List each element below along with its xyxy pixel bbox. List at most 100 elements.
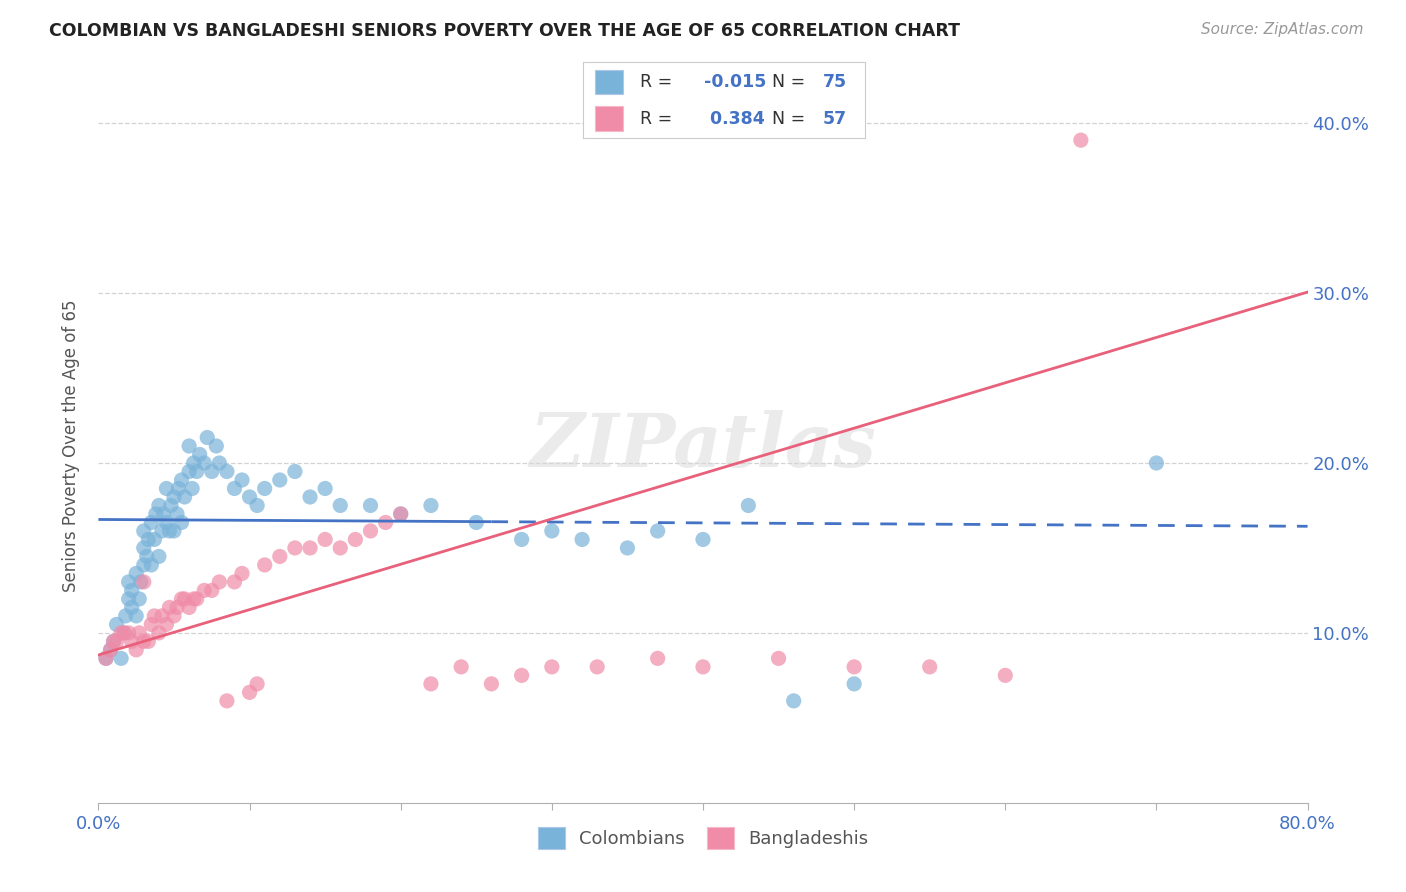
Point (179, 465, 201, 479)
Point (314, 533, 336, 547)
Point (155, 617, 177, 632)
Legend: Colombians, Bangladeshis: Colombians, Bangladeshis (529, 818, 877, 858)
Point (170, 473, 193, 487)
Point (148, 499, 170, 513)
Point (183, 591, 205, 606)
Point (167, 482, 190, 496)
Point (205, 439, 228, 453)
Point (246, 677, 269, 691)
Text: 57: 57 (823, 110, 846, 128)
Point (186, 465, 208, 479)
Point (510, 668, 533, 682)
Point (132, 634, 155, 648)
Point (145, 507, 167, 521)
Point (132, 524, 155, 538)
Point (299, 490, 322, 504)
Point (737, 499, 759, 513)
Point (132, 574, 155, 589)
Point (110, 651, 132, 665)
Point (195, 430, 218, 444)
Point (118, 574, 141, 589)
Point (163, 490, 186, 504)
Point (201, 583, 224, 598)
Point (540, 660, 562, 674)
Point (344, 533, 367, 547)
Point (136, 634, 159, 648)
Text: ZIPatlas: ZIPatlas (530, 409, 876, 483)
Point (253, 482, 276, 496)
Text: 75: 75 (823, 73, 846, 91)
Point (450, 660, 472, 674)
Point (103, 634, 125, 648)
Point (269, 473, 291, 487)
Text: 0.384: 0.384 (704, 110, 765, 128)
Point (112, 626, 135, 640)
Point (94, 651, 117, 665)
Point (163, 608, 186, 623)
Point (299, 541, 322, 555)
Point (540, 524, 562, 538)
Point (193, 456, 215, 470)
Point (420, 677, 443, 691)
Point (692, 533, 714, 547)
Point (125, 566, 148, 581)
Point (844, 660, 866, 674)
Point (647, 651, 669, 665)
Point (128, 591, 150, 606)
Point (105, 617, 128, 632)
Bar (595, 106, 623, 130)
Point (103, 634, 125, 648)
Point (141, 617, 163, 632)
Text: N =: N = (772, 110, 811, 128)
Point (329, 541, 352, 555)
Point (148, 626, 170, 640)
Point (152, 507, 174, 521)
Point (110, 626, 132, 640)
Text: R =: R = (640, 73, 678, 91)
Point (163, 524, 186, 538)
Text: Source: ZipAtlas.com: Source: ZipAtlas.com (1201, 22, 1364, 37)
Point (118, 626, 141, 640)
Point (143, 533, 166, 547)
Point (173, 490, 195, 504)
Point (150, 524, 173, 538)
Point (141, 516, 163, 530)
Point (269, 549, 291, 564)
Point (155, 516, 177, 530)
Bar (595, 70, 623, 95)
Point (420, 499, 443, 513)
Point (141, 558, 163, 572)
Point (121, 583, 143, 598)
Point (112, 626, 135, 640)
Point (143, 608, 166, 623)
Point (179, 439, 201, 453)
Text: -0.015: -0.015 (704, 73, 766, 91)
Point (208, 456, 231, 470)
Point (186, 591, 208, 606)
Point (193, 583, 215, 598)
Point (239, 490, 262, 504)
Point (246, 499, 269, 513)
Point (1070, 133, 1092, 147)
Point (148, 549, 170, 564)
Point (128, 626, 150, 640)
Point (224, 574, 246, 589)
Point (170, 591, 193, 606)
Point (201, 465, 224, 479)
Point (360, 524, 382, 538)
Text: R =: R = (640, 110, 678, 128)
Point (125, 643, 148, 657)
Point (170, 516, 193, 530)
Point (105, 634, 128, 648)
Point (1144, 456, 1167, 470)
Point (389, 507, 412, 521)
Text: COLOMBIAN VS BANGLADESHI SENIORS POVERTY OVER THE AGE OF 65 CORRELATION CHART: COLOMBIAN VS BANGLADESHI SENIORS POVERTY… (49, 22, 960, 40)
Point (118, 591, 141, 606)
Point (224, 482, 246, 496)
Point (166, 507, 188, 521)
Point (179, 600, 201, 615)
Point (360, 499, 382, 513)
Point (994, 668, 1017, 682)
Point (783, 694, 806, 708)
Point (121, 634, 143, 648)
